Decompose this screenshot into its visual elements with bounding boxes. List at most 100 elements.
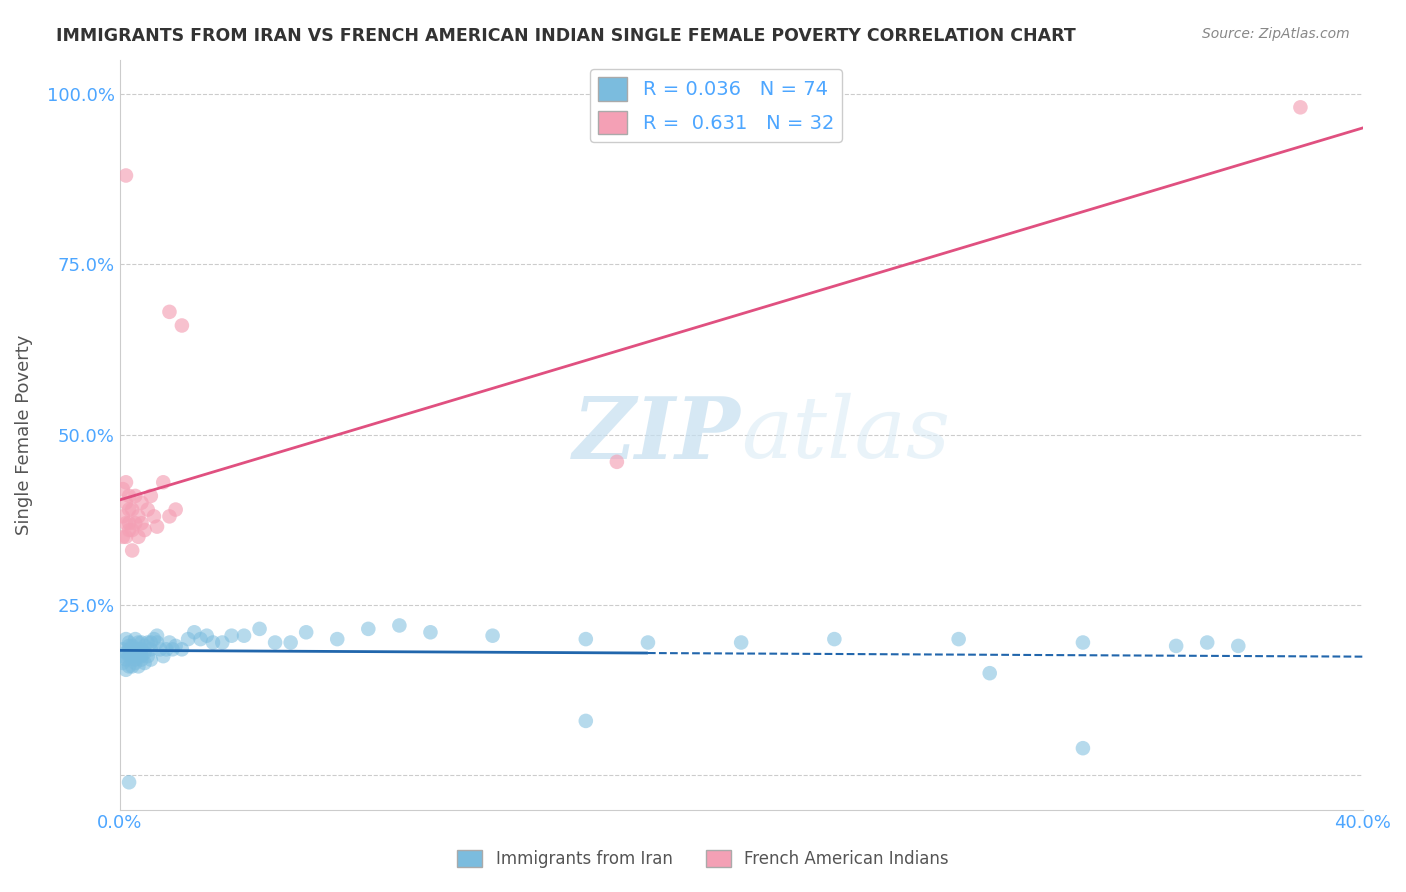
Point [575, 632, 598, 646]
Point [131, 649, 153, 664]
Point [575, 714, 598, 728]
Legend: R = 0.036   N = 74, R =  0.631   N = 32: R = 0.036 N = 74, R = 0.631 N = 32 [591, 70, 842, 142]
Point [134, 646, 156, 660]
Point [115, 632, 138, 646]
Point [249, 622, 271, 636]
Point [115, 652, 138, 666]
Point [111, 642, 134, 657]
Point [118, 775, 141, 789]
Point [136, 635, 159, 649]
Y-axis label: Single Female Poverty: Single Female Poverty [15, 334, 32, 535]
Point [127, 659, 149, 673]
Point [146, 635, 169, 649]
Point [115, 530, 138, 544]
Point [1227, 639, 1250, 653]
Point [115, 516, 138, 531]
Point [127, 530, 149, 544]
Point [115, 663, 138, 677]
Point [111, 509, 134, 524]
Point [823, 632, 845, 646]
Point [139, 642, 162, 657]
Point [131, 652, 153, 666]
Point [124, 649, 146, 664]
Point [121, 543, 143, 558]
Point [481, 629, 503, 643]
Point [127, 646, 149, 660]
Point [131, 496, 153, 510]
Point [127, 509, 149, 524]
Point [121, 523, 143, 537]
Point [139, 652, 162, 666]
Text: ZIP: ZIP [574, 392, 741, 476]
Point [388, 618, 411, 632]
Point [111, 656, 134, 670]
Point [111, 530, 134, 544]
Point [131, 516, 153, 531]
Point [118, 639, 141, 653]
Point [118, 635, 141, 649]
Point [124, 489, 146, 503]
Point [121, 659, 143, 673]
Point [190, 632, 212, 646]
Point [730, 635, 752, 649]
Point [131, 635, 153, 649]
Point [118, 659, 141, 673]
Point [326, 632, 349, 646]
Point [124, 516, 146, 531]
Text: IMMIGRANTS FROM IRAN VS FRENCH AMERICAN INDIAN SINGLE FEMALE POVERTY CORRELATION: IMMIGRANTS FROM IRAN VS FRENCH AMERICAN … [56, 27, 1076, 45]
Point [162, 642, 184, 657]
Point [264, 635, 287, 649]
Point [139, 635, 162, 649]
Point [118, 489, 141, 503]
Text: Source: ZipAtlas.com: Source: ZipAtlas.com [1202, 27, 1350, 41]
Point [115, 475, 138, 490]
Point [127, 649, 149, 664]
Point [118, 516, 141, 531]
Point [118, 642, 141, 657]
Point [121, 649, 143, 664]
Point [211, 635, 233, 649]
Point [111, 482, 134, 496]
Point [1071, 741, 1094, 756]
Point [152, 649, 174, 664]
Point [357, 622, 380, 636]
Point [131, 642, 153, 657]
Point [146, 519, 169, 533]
Point [233, 629, 256, 643]
Text: atlas: atlas [741, 393, 950, 476]
Point [170, 318, 193, 333]
Point [280, 635, 302, 649]
Point [155, 642, 177, 657]
Point [134, 656, 156, 670]
Point [419, 625, 441, 640]
Point [1197, 635, 1219, 649]
Point [170, 642, 193, 657]
Point [136, 502, 159, 516]
Point [201, 635, 224, 649]
Point [637, 635, 659, 649]
Point [165, 502, 187, 516]
Point [195, 629, 218, 643]
Point [159, 509, 181, 524]
Point [1071, 635, 1094, 649]
Point [606, 455, 628, 469]
Point [152, 475, 174, 490]
Point [111, 649, 134, 664]
Point [124, 652, 146, 666]
Point [118, 523, 141, 537]
Point [121, 646, 143, 660]
Point [134, 639, 156, 653]
Point [159, 635, 181, 649]
Point [124, 656, 146, 670]
Point [134, 523, 156, 537]
Point [121, 639, 143, 653]
Point [121, 502, 143, 516]
Point [177, 632, 200, 646]
Point [127, 642, 149, 657]
Point [146, 629, 169, 643]
Point [948, 632, 970, 646]
Point [142, 632, 165, 646]
Point [115, 646, 138, 660]
Point [1166, 639, 1188, 653]
Point [142, 509, 165, 524]
